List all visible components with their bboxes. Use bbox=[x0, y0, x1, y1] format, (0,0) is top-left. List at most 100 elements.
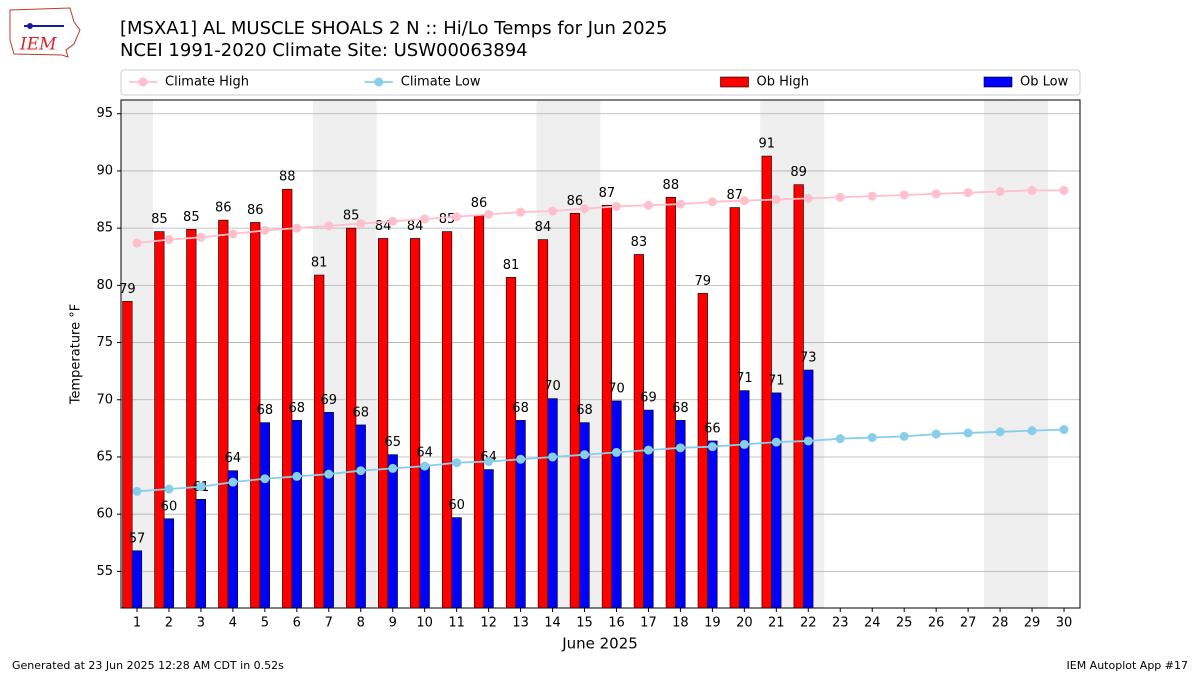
x-tick-label: 30 bbox=[1056, 616, 1073, 631]
line-marker bbox=[164, 484, 174, 494]
bar-value-label: 85 bbox=[151, 212, 168, 227]
line-marker bbox=[931, 429, 941, 439]
bar-value-label: 68 bbox=[576, 403, 593, 418]
line-marker bbox=[356, 466, 366, 476]
bar-value-label: 71 bbox=[768, 373, 785, 388]
bar bbox=[314, 274, 325, 609]
bar bbox=[697, 293, 708, 609]
line-marker bbox=[516, 207, 526, 217]
x-tick-label: 21 bbox=[768, 616, 785, 631]
y-tick-label: 95 bbox=[96, 106, 113, 121]
line-marker bbox=[931, 189, 941, 199]
line-marker bbox=[196, 482, 206, 492]
bar-value-label: 91 bbox=[758, 137, 775, 152]
bar bbox=[409, 238, 421, 609]
bar bbox=[387, 454, 398, 609]
bar-value-label: 84 bbox=[407, 219, 424, 234]
bar bbox=[218, 219, 229, 609]
logo: IEM bbox=[9, 7, 81, 58]
line-marker bbox=[548, 206, 558, 216]
bar-value-label: 86 bbox=[247, 203, 264, 218]
bar bbox=[505, 277, 517, 609]
bar bbox=[282, 188, 293, 609]
legend-marker bbox=[138, 77, 148, 87]
logo-outline bbox=[9, 7, 81, 58]
x-tick-label: 15 bbox=[576, 616, 593, 631]
bar-value-label: 88 bbox=[279, 170, 296, 185]
bar-value-label: 87 bbox=[599, 186, 616, 201]
bar-value-label: 70 bbox=[608, 381, 625, 396]
line-marker bbox=[548, 452, 558, 462]
line-marker bbox=[611, 447, 621, 457]
line-marker bbox=[228, 229, 238, 239]
y-tick-label: 55 bbox=[96, 564, 113, 579]
line-marker bbox=[1027, 185, 1037, 195]
x-tick-label: 2 bbox=[165, 616, 173, 631]
x-tick-label: 24 bbox=[864, 616, 881, 631]
line-marker bbox=[899, 431, 909, 441]
bar-value-label: 64 bbox=[416, 445, 433, 460]
bar bbox=[473, 215, 485, 609]
line-marker bbox=[995, 187, 1005, 197]
y-tick-label: 80 bbox=[96, 278, 113, 293]
logo-dot bbox=[27, 23, 33, 29]
bar-value-label: 88 bbox=[663, 178, 680, 193]
bar bbox=[355, 424, 366, 609]
line-marker bbox=[643, 200, 653, 210]
bar bbox=[259, 422, 270, 609]
line-marker bbox=[675, 199, 685, 209]
y-axis-label: Temperature °F bbox=[69, 304, 84, 405]
line-marker bbox=[132, 238, 142, 248]
bar bbox=[131, 550, 143, 609]
y-tick-label: 60 bbox=[96, 507, 113, 522]
line-marker bbox=[196, 232, 206, 242]
bar-value-label: 83 bbox=[631, 235, 648, 250]
line-marker bbox=[803, 193, 813, 203]
line-marker bbox=[835, 192, 845, 202]
bar-value-label: 68 bbox=[352, 405, 369, 420]
bar-value-label: 68 bbox=[672, 401, 689, 416]
line-marker bbox=[899, 190, 909, 200]
bar bbox=[451, 517, 462, 609]
line-marker bbox=[260, 474, 270, 484]
bar bbox=[483, 469, 494, 609]
bar-value-label: 69 bbox=[321, 393, 338, 408]
bar bbox=[793, 184, 804, 609]
line-marker bbox=[260, 225, 270, 235]
line-marker bbox=[580, 450, 590, 460]
bar bbox=[186, 228, 197, 609]
line-marker bbox=[963, 428, 973, 438]
bar-value-label: 65 bbox=[384, 435, 401, 450]
line-marker bbox=[516, 454, 526, 464]
line-marker bbox=[356, 219, 366, 229]
chart-title: [MSXA1] AL MUSCLE SHOALS 2 N :: Hi/Lo Te… bbox=[120, 18, 667, 39]
bar-value-label: 60 bbox=[161, 499, 178, 514]
line-marker bbox=[292, 471, 302, 481]
footer-right: IEM Autoplot App #17 bbox=[1067, 659, 1189, 672]
legend-swatch bbox=[720, 76, 749, 88]
x-tick-label: 5 bbox=[261, 616, 269, 631]
line-marker bbox=[707, 197, 717, 207]
bar-value-label: 69 bbox=[640, 391, 657, 406]
bar bbox=[739, 390, 750, 609]
line-marker bbox=[164, 235, 174, 245]
bar bbox=[441, 231, 453, 609]
bar bbox=[537, 239, 549, 609]
line-marker bbox=[739, 439, 749, 449]
legend-marker bbox=[374, 77, 384, 87]
bar bbox=[547, 398, 558, 609]
x-tick-label: 19 bbox=[704, 616, 721, 631]
line bbox=[136, 189, 1065, 244]
plot-frame bbox=[120, 99, 1081, 609]
x-tick-label: 13 bbox=[512, 616, 529, 631]
bar-value-label: 86 bbox=[471, 196, 488, 211]
bar-value-label: 68 bbox=[289, 401, 306, 416]
line bbox=[136, 428, 1065, 493]
y-tick-label: 65 bbox=[96, 449, 113, 464]
bar-value-label: 73 bbox=[800, 351, 817, 366]
y-tick-label: 85 bbox=[96, 221, 113, 236]
logo-text: IEM bbox=[19, 35, 57, 55]
bar bbox=[323, 412, 334, 609]
legend-label: Ob Low bbox=[1020, 75, 1069, 90]
bar-value-label: 79 bbox=[119, 282, 136, 297]
